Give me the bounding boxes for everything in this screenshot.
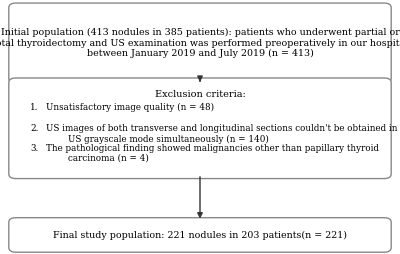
Text: The pathological finding showed malignancies other than papillary thyroid
      : The pathological finding showed malignan…: [46, 144, 379, 163]
Text: 1.: 1.: [30, 103, 38, 112]
Text: Exclusion criteria:: Exclusion criteria:: [155, 90, 245, 99]
Text: 3.: 3.: [30, 144, 38, 152]
Text: US images of both transverse and longitudinal sections couldn't be obtained in
 : US images of both transverse and longitu…: [46, 124, 398, 144]
Text: Initial population (413 nodules in 385 patients): patients who underwent partial: Initial population (413 nodules in 385 p…: [0, 28, 400, 58]
FancyBboxPatch shape: [9, 3, 391, 83]
FancyBboxPatch shape: [9, 78, 391, 179]
Text: Final study population: 221 nodules in 203 patients(n = 221): Final study population: 221 nodules in 2…: [53, 230, 347, 240]
Text: Unsatisfactory image quality (n = 48): Unsatisfactory image quality (n = 48): [46, 103, 214, 112]
Text: 2.: 2.: [30, 124, 38, 133]
FancyBboxPatch shape: [9, 218, 391, 252]
